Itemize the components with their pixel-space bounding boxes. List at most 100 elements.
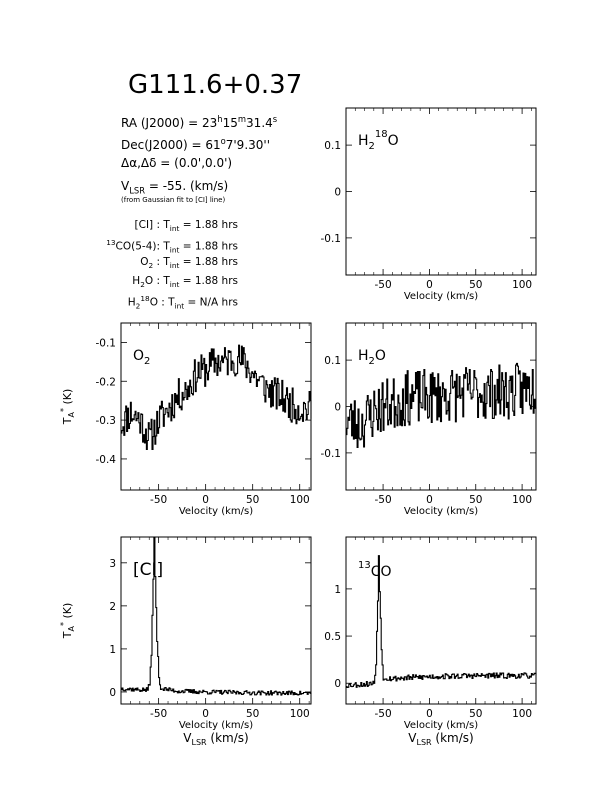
tint-h2o-tail: = 1.88 hrs (179, 275, 238, 287)
x-axis-label: Velocity (km/s) (404, 506, 478, 517)
ra-m: m (237, 114, 247, 124)
dec-rest: 7'9.30'' (225, 138, 270, 152)
ra-pre: RA (J2000) = 23 (121, 116, 218, 130)
tint-13co-sub: int (169, 245, 180, 255)
y-tick-label: -0.1 (96, 337, 117, 349)
tint-ci-label: [CI] : T (134, 219, 170, 231)
x-tick-label: 50 (246, 494, 259, 506)
dec-deg: o (220, 136, 226, 146)
y-tick-label: 0.5 (324, 631, 341, 643)
y-tick-label: -0.4 (96, 454, 117, 466)
y-tick-label: 1 (334, 584, 341, 596)
x-tick-label: 100 (512, 708, 532, 720)
tint-o2-pre: O (140, 256, 149, 268)
figure-title: G111.6+0.37 (128, 70, 303, 100)
tint-h2o-sub: 2 (140, 280, 145, 290)
tint-h2o-pre: H (132, 275, 141, 287)
vlsr-pre: V (121, 179, 130, 193)
tint-row-ci: [CI] : Tint = 1.88 hrs (135, 219, 238, 235)
ra-h: h (217, 114, 223, 124)
tint-h218o-value: O : T (149, 296, 175, 309)
y-tick-label: 2 (109, 601, 116, 613)
vlsr-line: VLSR = -55. (km/s) (121, 179, 228, 197)
tint-row-h2o: H2O : Tint = 1.88 hrs (132, 275, 238, 290)
tint-h218o-sub: 2 (135, 301, 141, 311)
y-tick-label: 0.1 (324, 355, 341, 367)
vlsr-rest: = -55. (km/s) (145, 179, 229, 193)
y-tick-label: 0.1 (324, 140, 341, 152)
y-tick-label: 0 (334, 187, 341, 199)
ra-s: s (272, 114, 278, 124)
spectrum-line (346, 555, 537, 688)
ra-s-val: 31.4 (246, 116, 273, 130)
spectrum-label: H2O (358, 348, 386, 367)
tint-ci-sub: int (169, 224, 180, 234)
tint-ci-value: = 1.88 hrs (179, 219, 238, 231)
x-tick-label: -50 (374, 708, 391, 720)
x-tick-label: 0 (202, 494, 209, 506)
x-tick-label: 0 (426, 708, 433, 720)
spectrum-label: O2 (133, 348, 150, 367)
x-axis-label: Velocity (km/s) (404, 720, 478, 731)
spectrum-label: 13CO (358, 560, 392, 580)
plot-frame (120, 536, 312, 705)
x-axis-label-vlsr: VLSR (km/s) (408, 731, 473, 747)
y-tick-label: 1 (109, 644, 116, 656)
y-tick-label: -0.3 (96, 415, 117, 427)
spectrum-label: H218O (358, 129, 399, 152)
spectrum-line (346, 362, 537, 448)
panel-co13: -50 0 50 100 0 0.5 1 Velocity (km/s)VLSR (km/s)… (324, 536, 537, 747)
ra-m-val: 15 (222, 116, 238, 130)
tint-o2-tail: = 1.88 hrs (179, 256, 238, 268)
vlsr-note: (from Gaussian fit to [CI] line) (121, 196, 226, 204)
x-axis-label: Velocity (km/s) (404, 291, 478, 302)
x-tick-label: 50 (469, 279, 482, 291)
tint-13co-sup: 13 (106, 238, 116, 247)
tint-o2-value: : T (153, 256, 170, 268)
tint-row-o2: O2 : Tint = 1.88 hrs (140, 256, 238, 271)
y-tick-label: -0.1 (321, 448, 342, 460)
tint-o2-sub: 2 (148, 261, 154, 271)
dec-pre: Dec(J2000) = 61 (121, 138, 221, 152)
x-tick-label: -50 (150, 494, 167, 506)
panel-o2: -50 0 50 100 -0.4 -0.3 -0.2 -0.1 Velocity (km/s)… (59, 322, 312, 517)
plot-frame (345, 536, 537, 705)
y-tick-label: 0 (334, 678, 341, 690)
y-tick-label: -0.1 (321, 233, 342, 245)
tint-h2o-value: O : T (144, 275, 170, 287)
x-tick-label: 0 (426, 494, 433, 506)
x-tick-label: -50 (374, 279, 391, 291)
dec-line: Dec(J2000) = 61o7'9.30'' (121, 134, 270, 152)
panel-h2o18: -50 0 50 100 -0.1 0 0.1 Velocity (km/s) H218O (321, 107, 537, 302)
x-tick-label: -50 (150, 708, 167, 720)
x-tick-label: 100 (290, 494, 310, 506)
spectrum-label: [CI] (133, 560, 163, 580)
spectrum-line (121, 344, 312, 451)
offset-line: Δα,Δδ = (0.0',0.0') (121, 156, 233, 170)
x-axis-label-vlsr: VLSR (km/s) (183, 731, 248, 747)
tint-13co-label: CO(5-4): T (115, 240, 170, 253)
tint-row-h218o: H218O : Tint = N/A hrs (127, 294, 239, 311)
y-tick-label: 0 (109, 687, 116, 699)
x-axis-label: Velocity (km/s) (179, 506, 253, 517)
tint-h218o-sup: 18 (140, 294, 150, 303)
x-tick-label: 0 (202, 708, 209, 720)
tint-h218o-pre: H (127, 296, 136, 309)
panel-h2o: -50 0 50 100 -0.1 0 0.1 Velocity (km/s) H2O (321, 322, 537, 517)
x-tick-label: 50 (469, 494, 482, 506)
tint-h218o-tail: = N/A hrs (184, 296, 239, 309)
x-tick-label: 50 (469, 708, 482, 720)
x-tick-label: 100 (512, 494, 532, 506)
x-tick-label: 0 (426, 279, 433, 291)
spectrum-line (121, 537, 312, 696)
x-tick-label: 50 (246, 708, 259, 720)
tint-13co-value: = 1.88 hrs (179, 240, 238, 253)
ra-line: RA (J2000) = 23h15m31.4s (121, 112, 277, 130)
x-axis-label: Velocity (km/s) (179, 720, 253, 731)
panel-ci: -50 0 50 100 0 1 2 3 Velocity (km/s)VLSR (km/s) T… (59, 536, 312, 747)
y-tick-label: -0.2 (96, 376, 117, 388)
x-tick-label: -50 (374, 494, 391, 506)
vlsr-sub: LSR (129, 185, 146, 196)
